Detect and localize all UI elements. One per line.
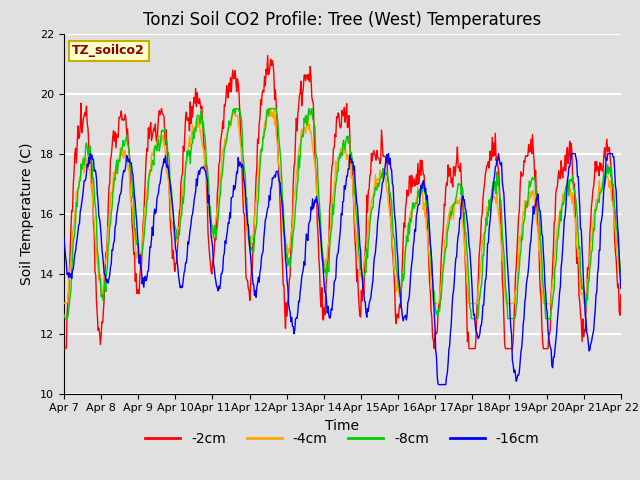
-2cm [428,308,435,314]
-8cm [428,270,436,276]
-16cm [128,168,136,174]
-16cm [86,151,94,156]
-16cm [617,286,625,291]
-8cm [61,316,69,322]
Title: Tonzi Soil CO2 Profile: Tree (West) Temperatures: Tonzi Soil CO2 Profile: Tree (West) Temp… [143,11,541,29]
-16cm [214,288,222,294]
Line: -4cm: -4cm [64,108,621,303]
-8cm [214,216,222,222]
-8cm [128,181,136,187]
-2cm [184,118,192,123]
-16cm [70,259,78,264]
-16cm [428,248,435,253]
-8cm [617,269,625,275]
Line: -16cm: -16cm [64,154,621,384]
-8cm [60,312,68,317]
-2cm [70,169,78,175]
-4cm [60,300,68,306]
-2cm [127,197,135,203]
-4cm [214,206,221,212]
-8cm [412,200,419,206]
-2cm [411,183,419,189]
-8cm [185,148,193,154]
X-axis label: Time: Time [325,419,360,433]
-4cm [617,266,625,272]
-2cm [617,292,625,298]
Line: -2cm: -2cm [64,56,621,348]
-4cm [264,106,271,111]
-2cm [264,53,271,59]
-8cm [71,229,79,235]
-16cm [411,227,419,232]
Y-axis label: Soil Temperature (C): Soil Temperature (C) [20,143,35,285]
-4cm [70,219,78,225]
Legend: -2cm, -4cm, -8cm, -16cm: -2cm, -4cm, -8cm, -16cm [140,426,545,452]
-8cm [230,106,238,111]
-2cm [214,191,221,196]
-4cm [428,286,435,292]
Line: -8cm: -8cm [64,108,621,319]
-4cm [411,201,419,207]
-4cm [127,202,135,207]
-16cm [435,382,443,387]
-2cm [60,346,68,351]
-16cm [60,235,68,240]
-4cm [184,147,192,153]
-16cm [185,241,193,247]
Text: TZ_soilco2: TZ_soilco2 [72,44,145,58]
